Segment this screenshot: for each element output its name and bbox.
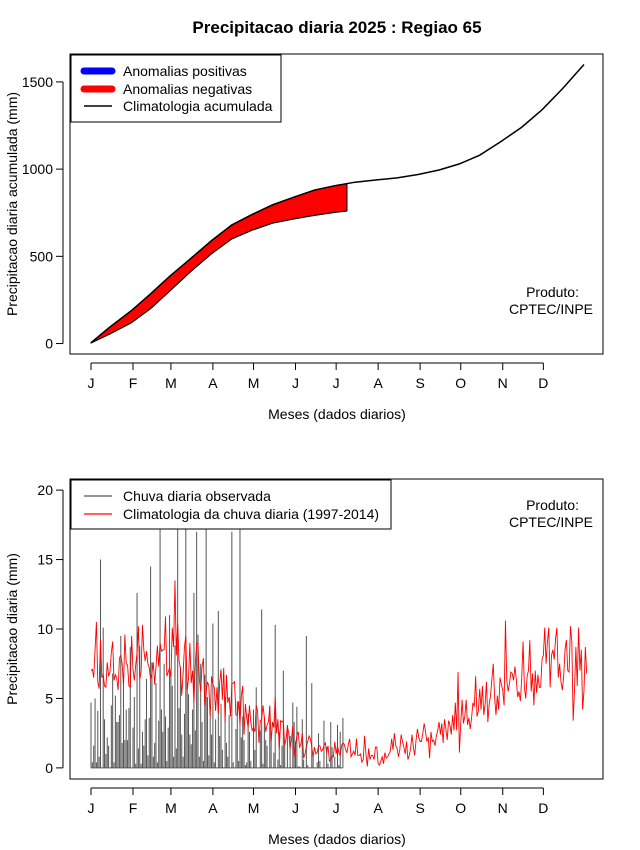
daily-x-tick-label: N	[498, 800, 508, 816]
daily-x-tick-label: J	[333, 800, 340, 816]
produto-source: CPTEC/INPE	[509, 301, 593, 317]
cumulative-x-tick-label: M	[248, 375, 260, 391]
daily-x-tick-label: S	[415, 800, 424, 816]
daily-y-tick-label: 5	[45, 690, 53, 706]
cumulative-x-tick-label: O	[455, 375, 466, 391]
cumulative-plot-area	[90, 63, 585, 344]
daily-legend: Chuva diaria observada Climatologia da c…	[70, 479, 392, 530]
legend-label-negative: Anomalias negativas	[123, 81, 252, 97]
legend-label-climatology: Climatologia acumulada	[123, 98, 273, 114]
cumulative-y-tick-label: 0	[45, 336, 53, 352]
cumulative-x-axis-label: Meses (dados diarios)	[268, 406, 406, 422]
cumulative-x-tick-label: S	[415, 375, 424, 391]
daily-y-tick-label: 15	[37, 552, 53, 568]
cumulative-y-axis: 0 500 1000 1500	[22, 74, 64, 352]
cumulative-y-tick-label: 500	[30, 248, 54, 264]
negative-anomaly-area	[90, 182, 348, 344]
cumulative-plot-box	[69, 53, 604, 355]
daily-y-tick-label: 10	[37, 621, 53, 637]
produto-label: Produto:	[526, 284, 579, 300]
daily-y-tick-label: 0	[45, 760, 53, 776]
cumulative-legend: Anomalias positivas Anomalias negativas …	[70, 54, 282, 123]
daily-x-axis-label: Meses (dados diarios)	[268, 831, 406, 847]
legend-label-positive: Anomalias positivas	[123, 63, 247, 79]
daily-y-axis: 0 5 10 15 20	[37, 482, 64, 776]
cumulative-x-tick-label: J	[292, 375, 299, 391]
daily-x-tick-label: M	[165, 800, 177, 816]
legend-label-climatology: Climatologia da chuva diaria (1997-2014)	[123, 506, 379, 522]
cumulative-x-tick-label: M	[165, 375, 177, 391]
daily-x-tick-label: A	[373, 800, 383, 816]
cumulative-x-tick-label: A	[208, 375, 218, 391]
produto-label: Produto:	[526, 497, 579, 513]
cumulative-y-tick-label: 1000	[22, 161, 53, 177]
cumulative-x-tick-label: J	[88, 375, 95, 391]
daily-plot-box	[69, 478, 604, 780]
daily-y-axis-label: Precipitacao diaria (mm)	[4, 553, 20, 705]
daily-x-tick-label: O	[455, 800, 466, 816]
produto-source: CPTEC/INPE	[509, 514, 593, 530]
observed-cumulative-line	[90, 210, 348, 344]
climatology-daily-line	[90, 580, 588, 767]
daily-x-tick-label: J	[88, 800, 95, 816]
legend-label-observed: Chuva diaria observada	[123, 488, 271, 504]
daily-y-tick-label: 20	[37, 482, 53, 498]
daily-plot-area	[90, 494, 588, 769]
cumulative-x-tick-label: D	[538, 375, 548, 391]
daily-x-tick-label: M	[248, 800, 260, 816]
cumulative-x-tick-label: A	[373, 375, 383, 391]
cumulative-x-tick-label: N	[498, 375, 508, 391]
climatology-cumulative-line	[90, 63, 585, 344]
cumulative-y-axis-label: Precipitacao diaria acumulada (mm)	[4, 92, 20, 316]
daily-x-tick-label: D	[538, 800, 548, 816]
daily-panel: J F M A M J J A S O N D 0 5 10 15 20 Meses (dados diari…	[4, 478, 604, 847]
chart-title: Precipitacao diaria 2025 : Regiao 65	[192, 18, 481, 37]
cumulative-y-tick-label: 1500	[22, 74, 53, 90]
daily-x-tick-label: F	[129, 800, 138, 816]
cumulative-x-tick-label: J	[333, 375, 340, 391]
daily-x-tick-label: A	[208, 800, 218, 816]
cumulative-panel: J F M A M J J A S O N D 0 500 1000 1500 Meses (dados d…	[4, 53, 604, 422]
cumulative-x-tick-label: F	[129, 375, 138, 391]
daily-x-tick-label: J	[292, 800, 299, 816]
legend-box	[70, 479, 392, 530]
